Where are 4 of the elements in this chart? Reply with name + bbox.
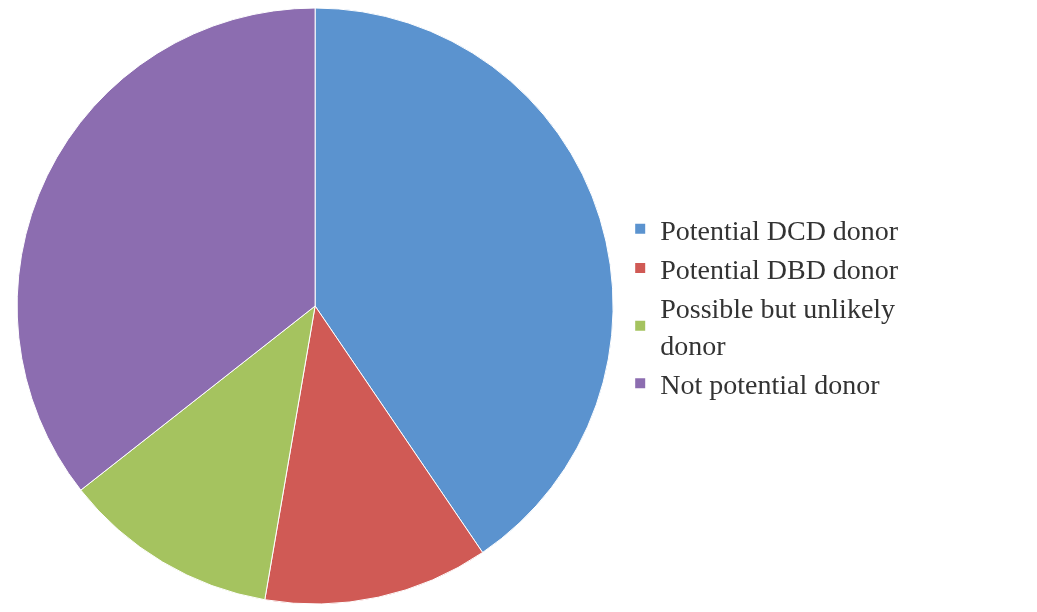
- legend-label: Possible but unlikely donor: [660, 293, 896, 361]
- legend-label: Potential DCD donor: [660, 214, 899, 246]
- legend-label: Not potential donor: [660, 369, 881, 401]
- legend-label: Potential DBD donor: [660, 254, 899, 286]
